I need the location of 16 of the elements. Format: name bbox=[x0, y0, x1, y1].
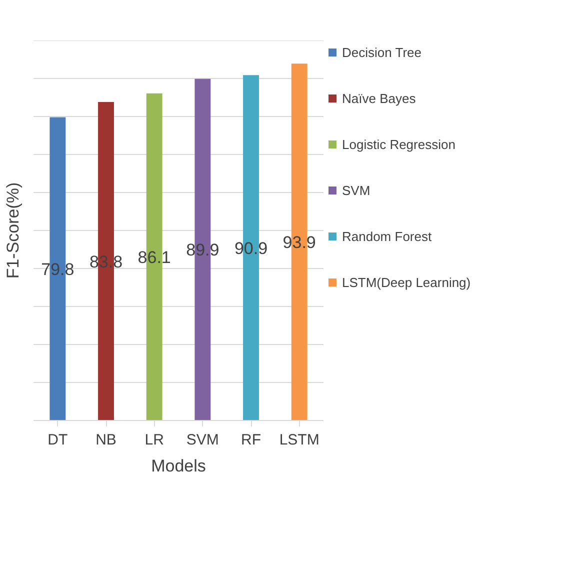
x-axis-title: Models bbox=[151, 456, 206, 476]
x-tick-label: LSTM bbox=[279, 432, 320, 448]
data-label: 79.8 bbox=[41, 260, 74, 279]
legend-label: Random Forest bbox=[342, 228, 432, 244]
x-tick-label: SVM bbox=[186, 432, 219, 448]
legend-label: SVM bbox=[342, 182, 370, 198]
x-tick-label: NB bbox=[96, 432, 116, 448]
legend-label: LSTM(Deep Learning) bbox=[342, 274, 471, 290]
x-tick-label: RF bbox=[241, 432, 261, 448]
data-label: 83.8 bbox=[89, 252, 123, 272]
legend-label: Logistic Regression bbox=[342, 136, 456, 152]
x-tick-label: DT bbox=[48, 432, 68, 448]
legend-label: Naïve Bayes bbox=[342, 90, 416, 106]
x-tick-label: LR bbox=[144, 432, 164, 448]
legend-label: Decision Tree bbox=[342, 44, 422, 60]
y-axis-title: F1-Score(%) bbox=[4, 182, 22, 279]
